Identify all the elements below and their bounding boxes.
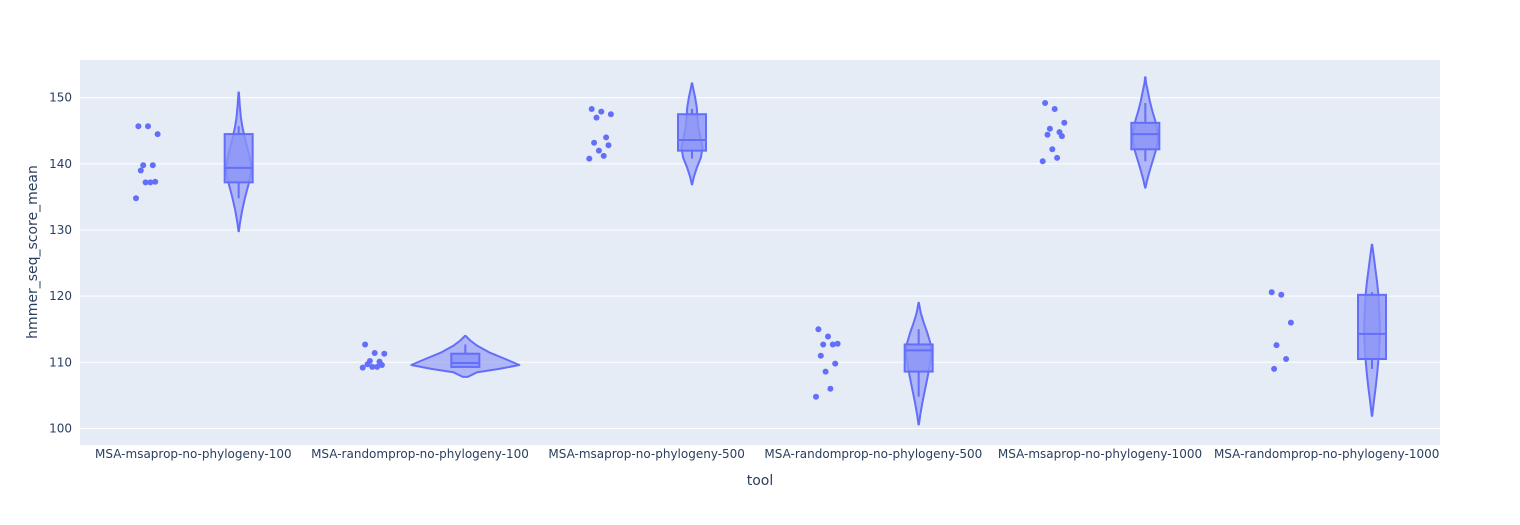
data-point	[362, 341, 369, 348]
box-3	[677, 113, 707, 152]
data-point	[1273, 342, 1280, 349]
data-point	[813, 393, 819, 400]
data-point	[152, 178, 159, 185]
data-point	[591, 139, 598, 146]
data-point	[600, 152, 607, 159]
data-point	[822, 368, 829, 375]
data-point	[832, 360, 839, 367]
data-point	[1283, 356, 1290, 362]
data-point	[154, 131, 161, 138]
data-point	[820, 341, 827, 348]
y-tick-labels: 100 110 120 130 140 150	[49, 91, 72, 436]
x-tick-label: MSA-msaprop-no-phylogeny-500	[548, 447, 745, 461]
y-tick-label: 110	[49, 355, 72, 369]
data-point	[135, 123, 142, 130]
data-point	[1049, 146, 1056, 153]
y-tick-label: 100	[49, 421, 72, 435]
data-point	[1046, 125, 1053, 132]
data-point	[1042, 100, 1049, 106]
box-2	[450, 352, 481, 368]
data-point	[817, 352, 824, 359]
box-6	[1357, 293, 1387, 361]
plot-background	[80, 60, 1440, 445]
x-tick-label: MSA-msaprop-no-phylogeny-100	[95, 447, 292, 461]
data-point	[825, 333, 831, 340]
data-point	[603, 134, 610, 141]
data-point	[586, 155, 593, 162]
data-point	[1287, 319, 1294, 326]
data-point	[827, 385, 834, 392]
box-4	[903, 343, 934, 373]
data-point	[149, 162, 156, 169]
data-point	[595, 147, 602, 154]
y-tick-label: 130	[49, 223, 72, 237]
data-point	[1271, 365, 1278, 372]
data-point	[815, 326, 822, 333]
data-point	[145, 123, 151, 130]
data-point	[1268, 289, 1275, 296]
x-axis-title: tool	[747, 473, 774, 489]
data-point	[133, 195, 139, 202]
box-5	[1130, 121, 1161, 151]
data-points	[133, 100, 1294, 400]
y-tick-label: 140	[49, 157, 72, 171]
y-tick-label: 120	[49, 289, 72, 303]
x-tick-label: MSA-randomprop-no-phylogeny-100	[311, 447, 529, 461]
data-point	[588, 106, 595, 112]
y-tick-label: 150	[49, 91, 72, 105]
data-point	[140, 162, 147, 169]
data-point	[1044, 131, 1051, 138]
data-point	[605, 142, 612, 149]
data-point	[1039, 158, 1046, 165]
y-gridlines	[80, 97, 1440, 429]
x-tick-labels: MSA-msaprop-no-phylogeny-100 MSA-randompr…	[95, 447, 1439, 461]
x-tick-label: MSA-randomprop-no-phylogeny-500	[764, 447, 982, 461]
data-point	[381, 350, 388, 357]
data-point	[1051, 106, 1058, 112]
data-point	[829, 341, 836, 348]
data-point	[359, 364, 366, 371]
data-point	[374, 363, 381, 370]
data-point	[371, 350, 378, 356]
x-tick-label: MSA-randomprop-no-phylogeny-1000	[1214, 447, 1439, 461]
data-point	[1054, 154, 1061, 161]
data-point	[142, 179, 149, 186]
data-point	[834, 340, 841, 347]
data-point	[593, 114, 600, 121]
boxes	[223, 102, 1387, 397]
data-point	[378, 362, 385, 368]
data-point	[147, 179, 154, 186]
data-point	[369, 363, 376, 370]
data-point	[1278, 291, 1285, 298]
data-point	[598, 108, 605, 115]
data-point	[137, 167, 144, 174]
data-point	[607, 111, 614, 118]
y-axis-title: hmmer_seq_score_mean	[25, 165, 41, 339]
data-point	[1061, 119, 1068, 126]
data-point	[364, 361, 371, 368]
x-tick-label: MSA-msaprop-no-phylogeny-1000	[998, 447, 1202, 461]
box-1	[223, 133, 254, 184]
data-point	[1058, 133, 1065, 140]
